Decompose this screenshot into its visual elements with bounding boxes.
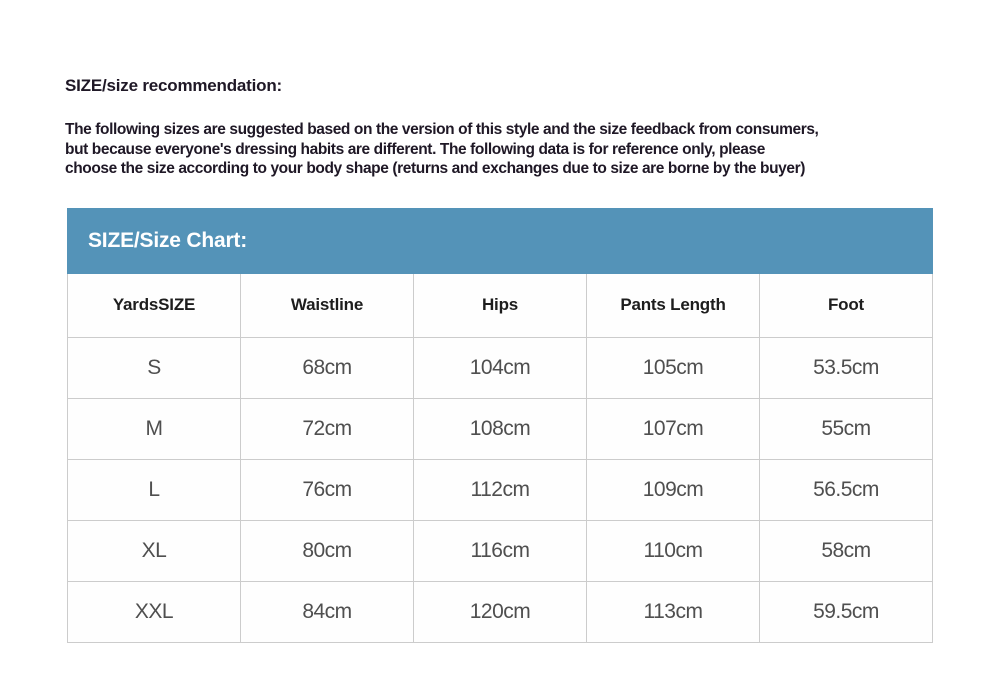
cell-hips: 120cm	[413, 580, 587, 643]
size-chart-banner-title: SIZE/Size Chart:	[88, 229, 247, 252]
size-table: YardsSIZE Waistline Hips Pants Length Fo…	[67, 274, 933, 643]
cell-foot: 59.5cm	[759, 580, 933, 643]
cell-waistline: 68cm	[240, 336, 414, 399]
column-header-yards-size: YardsSIZE	[67, 274, 241, 338]
column-header-pants-length: Pants Length	[586, 274, 760, 338]
column-header-hips: Hips	[413, 274, 587, 338]
paragraph-line: choose the size according to your body s…	[65, 160, 806, 177]
paragraph-line: but because everyone's dressing habits a…	[65, 140, 765, 158]
size-chart-banner: SIZE/Size Chart:	[67, 208, 933, 274]
table-row: M 72cm 108cm 107cm 55cm	[67, 397, 933, 460]
column-header-waistline: Waistline	[240, 274, 414, 338]
paragraph-line: The following sizes are suggested based …	[65, 121, 819, 138]
cell-foot: 58cm	[759, 519, 933, 582]
cell-hips: 104cm	[413, 336, 587, 399]
cell-size: XL	[67, 519, 241, 582]
cell-size: L	[67, 458, 241, 521]
table-header-row: YardsSIZE Waistline Hips Pants Length Fo…	[67, 274, 933, 338]
cell-pants-length: 107cm	[586, 397, 760, 460]
cell-pants-length: 109cm	[586, 458, 760, 521]
page-title: SIZE/size recommendation:	[65, 76, 282, 95]
cell-hips: 116cm	[413, 519, 587, 582]
cell-hips: 108cm	[413, 397, 587, 460]
table-row: L 76cm 112cm 109cm 56.5cm	[67, 458, 933, 521]
cell-foot: 55cm	[759, 397, 933, 460]
cell-pants-length: 110cm	[586, 519, 760, 582]
cell-waistline: 80cm	[240, 519, 414, 582]
cell-pants-length: 113cm	[586, 580, 760, 643]
column-header-foot: Foot	[759, 274, 933, 338]
cell-foot: 56.5cm	[759, 458, 933, 521]
cell-size: S	[67, 336, 241, 399]
cell-foot: 53.5cm	[759, 336, 933, 399]
cell-size: XXL	[67, 580, 241, 643]
size-disclaimer-paragraph: The following sizes are suggested based …	[65, 120, 965, 179]
size-chart-section: SIZE/Size Chart: YardsSIZE Waistline Hip…	[67, 208, 933, 643]
cell-waistline: 76cm	[240, 458, 414, 521]
table-row: XXL 84cm 120cm 113cm 59.5cm	[67, 580, 933, 643]
cell-pants-length: 105cm	[586, 336, 760, 399]
cell-waistline: 84cm	[240, 580, 414, 643]
cell-size: M	[67, 397, 241, 460]
cell-waistline: 72cm	[240, 397, 414, 460]
cell-hips: 112cm	[413, 458, 587, 521]
table-row: XL 80cm 116cm 110cm 58cm	[67, 519, 933, 582]
table-row: S 68cm 104cm 105cm 53.5cm	[67, 336, 933, 399]
